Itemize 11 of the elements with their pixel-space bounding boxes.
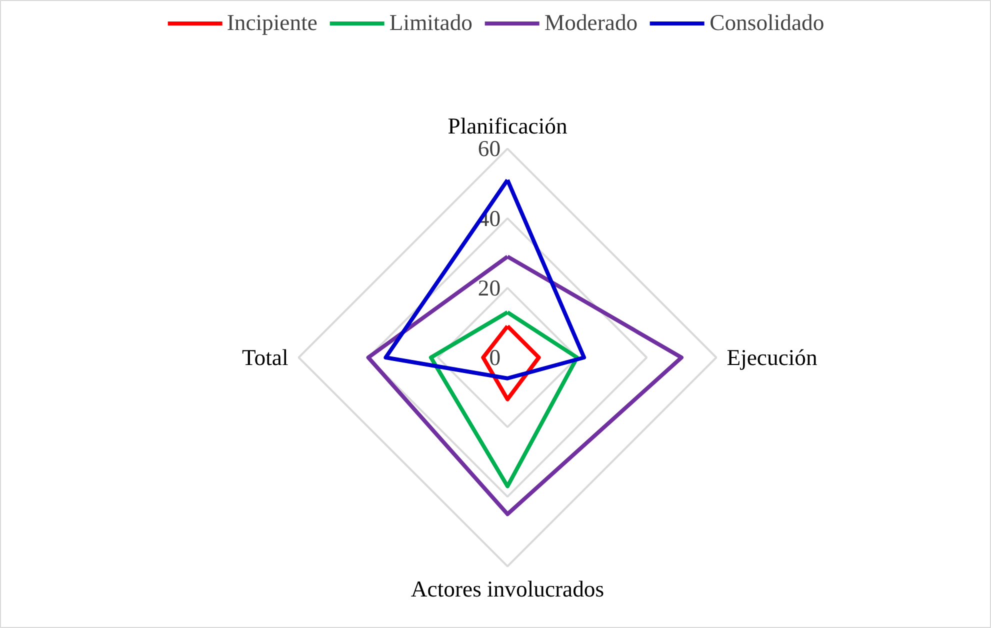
- y-tick-label: 20: [478, 275, 501, 300]
- spoke-label: Ejecución: [726, 345, 818, 370]
- spoke-label: Total: [242, 345, 288, 370]
- spoke-label: Actores involucrados: [410, 576, 604, 602]
- y-tick-label: 0: [489, 345, 501, 370]
- y-tick-label: 60: [478, 136, 501, 162]
- legend-label: Limitado: [389, 10, 472, 36]
- legend-label: Consolidado: [710, 10, 824, 36]
- legend-label: Incipiente: [226, 10, 318, 36]
- legend-label: Moderado: [544, 10, 638, 36]
- spoke-label: Planificación: [448, 113, 568, 138]
